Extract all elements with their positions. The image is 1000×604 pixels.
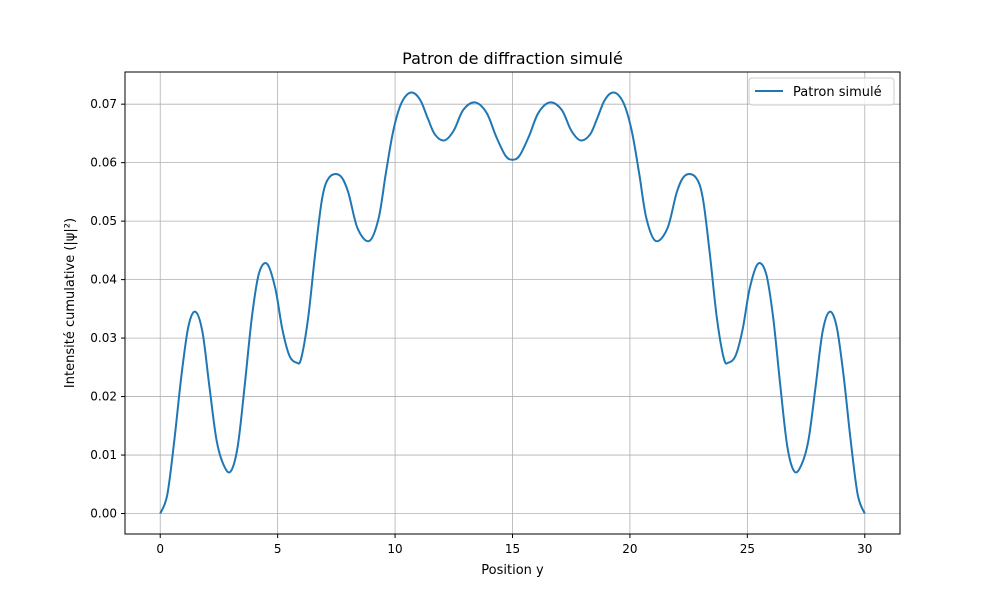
legend-box (748, 77, 895, 106)
x-axis-label: Position y (481, 563, 544, 578)
series-line-0 (159, 91, 866, 514)
y-axis: 0.00 0.01 0.02 0.03 0.04 0.05 0.06 0.07 (90, 97, 125, 521)
legend-label: Patron simulé (793, 85, 882, 100)
y-tick-label: 0.02 (90, 390, 117, 404)
y-tick-label: 0.01 (90, 448, 117, 462)
x-tick-label: 5 (274, 542, 282, 556)
x-tick-label: 30 (857, 542, 872, 556)
x-axis: 0 5 10 15 20 25 30 (156, 534, 872, 556)
y-tick-label: 0.06 (90, 156, 117, 170)
y-tick-label: 0.00 (90, 507, 117, 521)
x-tick-label: 0 (156, 542, 164, 556)
y-tick-label: 0.03 (90, 331, 117, 345)
y-tick-label: 0.04 (90, 273, 117, 287)
x-tick-label: 25 (740, 542, 755, 556)
x-tick-label: 10 (387, 542, 402, 556)
y-axis-label: Intensité cumulative (|ψ|²) (63, 218, 78, 388)
series-layer (159, 91, 866, 514)
x-tick-label: 20 (622, 542, 637, 556)
y-tick-label: 0.05 (90, 214, 117, 228)
legend: Patron simulé (748, 77, 895, 106)
grid (125, 72, 900, 534)
chart-title: Patron de diffraction simulé (402, 49, 623, 68)
y-tick-label: 0.07 (90, 97, 117, 111)
x-tick-label: 15 (505, 542, 520, 556)
